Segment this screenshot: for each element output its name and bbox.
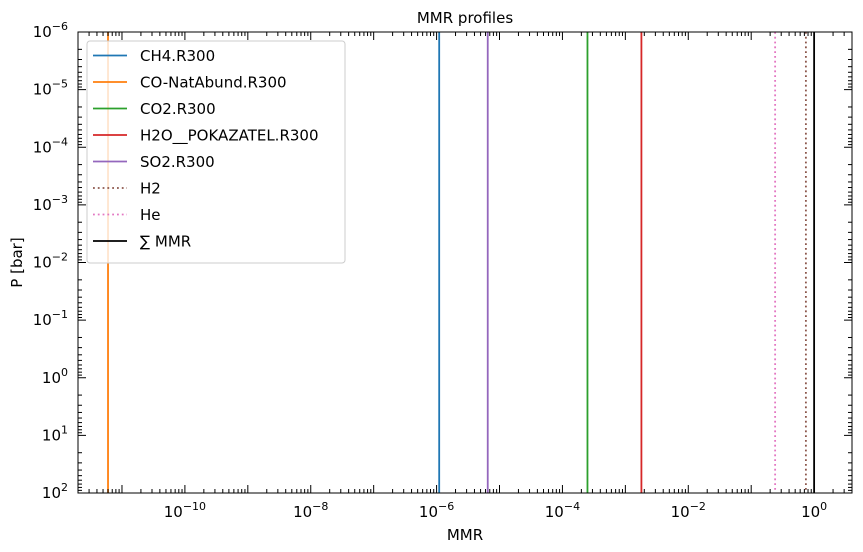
legend-label: He <box>140 206 161 224</box>
x-tick-label: 10−8 <box>293 500 328 521</box>
x-tick-label: 10−4 <box>545 500 580 521</box>
chart-title: MMR profiles <box>417 9 513 27</box>
legend-label: CO2.R300 <box>140 100 216 118</box>
y-tick-label: 102 <box>42 481 68 502</box>
plot-frame <box>77 31 853 494</box>
legend: CH4.R300 CO-NatAbund.R300 CO2.R300 H2O__POK… <box>86 40 346 264</box>
y-tick-label: 10−5 <box>33 78 68 99</box>
legend-label: CO-NatAbund.R300 <box>140 74 287 92</box>
y-tick-label: 10−6 <box>33 20 68 41</box>
x-axis-label: MMR <box>447 526 483 544</box>
y-tick-label: 10−2 <box>33 251 68 272</box>
legend-label: H2O__POKAZATEL.R300 <box>140 127 319 146</box>
legend-label: ∑ MMR <box>140 233 191 251</box>
y-tick-label: 10−1 <box>33 308 68 329</box>
x-tick-label: 10−10 <box>164 500 206 521</box>
y-axis-label: P [bar] <box>8 237 26 287</box>
y-tick-label: 100 <box>42 366 68 387</box>
x-axis-ticks: 10−10 10−8 10−6 10−4 10−2 100 <box>77 32 853 521</box>
y-tick-label: 101 <box>42 423 68 444</box>
y-tick-label: 10−3 <box>33 193 68 214</box>
x-tick-label: 10−2 <box>671 500 706 521</box>
y-tick-label: 10−4 <box>33 135 68 156</box>
legend-box <box>86 40 346 264</box>
x-tick-label: 100 <box>801 500 827 521</box>
legend-label: SO2.R300 <box>140 153 215 171</box>
legend-label: CH4.R300 <box>140 47 215 65</box>
x-tick-label: 10−6 <box>419 500 454 521</box>
legend-label: H2 <box>140 180 161 198</box>
